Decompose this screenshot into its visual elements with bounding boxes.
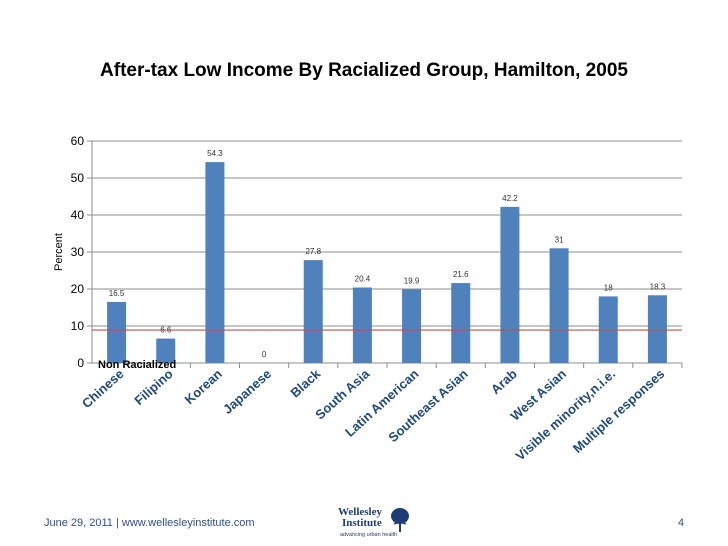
y-tick-label: 60 [71, 134, 85, 148]
bar [647, 295, 667, 363]
x-tick-label: Chinese [79, 366, 127, 411]
reference-line-label: Non Racialized [98, 359, 176, 371]
wellesley-logo: Wellesley Institute advancing urban heal… [338, 506, 412, 542]
logo-tagline: advancing urban health [340, 532, 398, 538]
data-label: 54.3 [207, 149, 223, 158]
y-tick-label: 0 [77, 356, 84, 370]
y-tick-label: 30 [71, 245, 85, 259]
x-tick-label: Korean [182, 366, 225, 407]
tree-icon [391, 508, 409, 532]
bar [451, 283, 471, 363]
bar-chart: 0102030405060Percent16.5Chinese6.6Filipi… [53, 134, 683, 463]
data-label: 18 [604, 283, 613, 292]
data-label: 18.3 [650, 282, 666, 291]
data-label: 21.6 [453, 270, 469, 279]
x-tick-label: Arab [488, 366, 520, 397]
footer-text: June 29, 2011 | www.wellesleyinstitute.c… [44, 517, 255, 529]
bar [205, 162, 225, 363]
bar [303, 260, 323, 363]
x-tick-label: Filipino [131, 366, 175, 408]
x-tick-label: Japanese [220, 366, 274, 417]
y-tick-label: 40 [71, 208, 85, 222]
footer-separator: | [115, 517, 119, 529]
bar [107, 301, 127, 363]
logo-name-line2: Institute [342, 517, 382, 529]
bar [352, 287, 372, 363]
y-axis-label: Percent [53, 233, 65, 271]
logo-name-line1: Wellesley [338, 506, 382, 518]
footer-url[interactable]: www.wellesleyinstitute.com [121, 517, 255, 529]
y-tick-label: 10 [71, 319, 85, 333]
y-tick-label: 20 [71, 282, 85, 296]
footer-date: June 29, 2011 [44, 517, 113, 529]
data-label: 20.4 [355, 275, 371, 284]
page-number: 4 [678, 517, 685, 529]
x-tick-label: Multiple responses [570, 366, 668, 456]
data-label: 27.8 [305, 247, 321, 256]
bar [156, 338, 176, 363]
data-label: 42.2 [502, 194, 518, 203]
x-tick-label: Black [287, 366, 323, 401]
data-label: 31 [555, 235, 564, 244]
chart-title: After-tax Low Income By Racialized Group… [100, 60, 628, 81]
bar [402, 289, 422, 363]
data-label: 0 [262, 350, 267, 359]
bar [549, 248, 569, 363]
data-label: 19.9 [404, 276, 420, 285]
y-tick-label: 50 [71, 171, 85, 185]
bar [500, 206, 520, 363]
data-label: 16.5 [109, 289, 125, 298]
